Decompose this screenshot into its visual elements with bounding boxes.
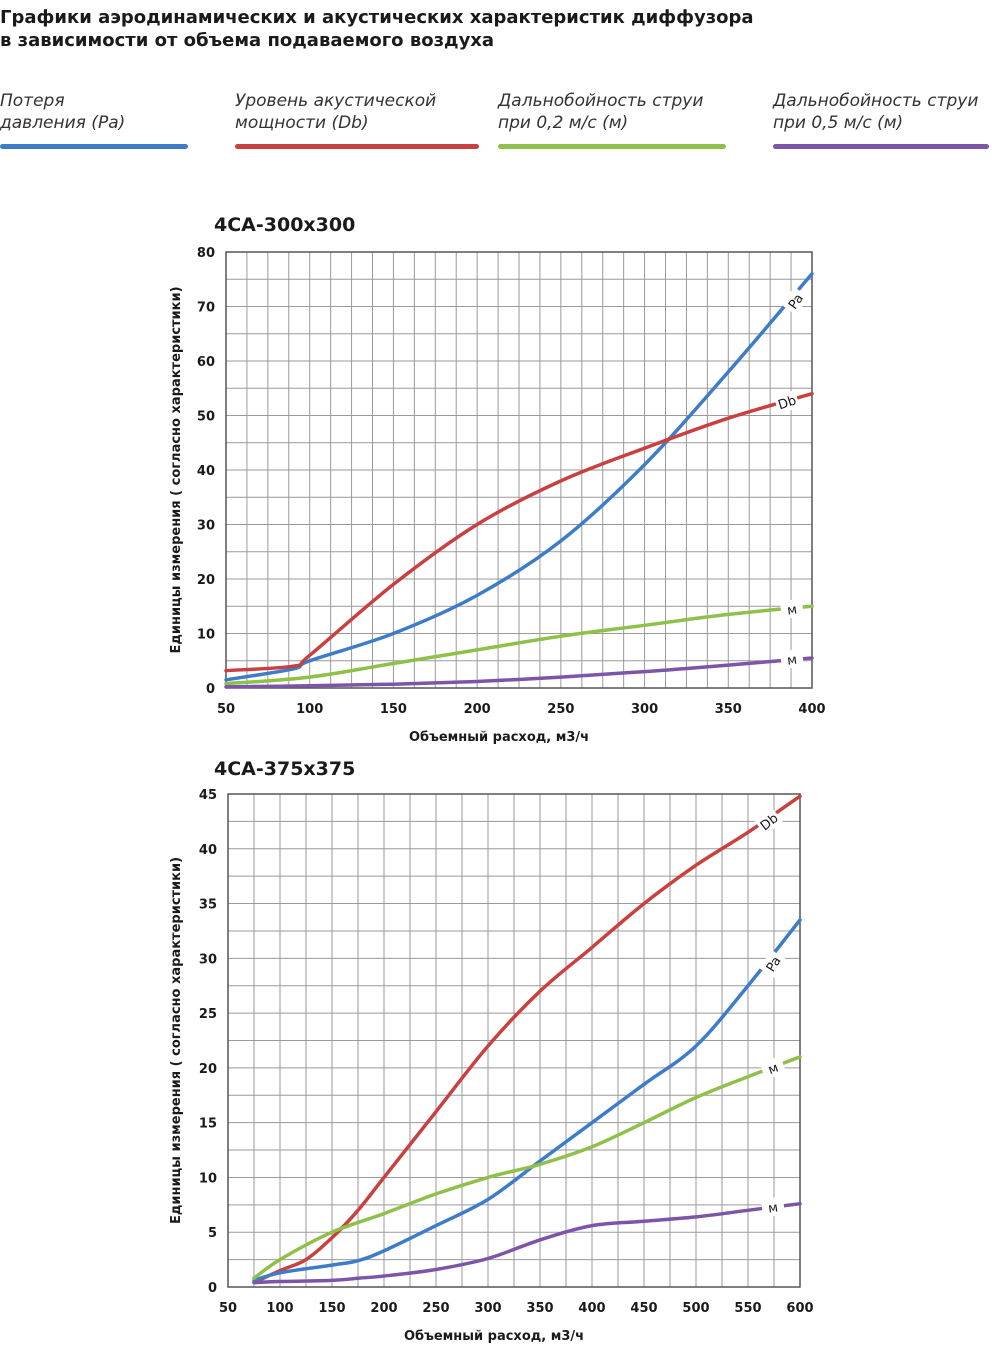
x-tick-label: 600	[786, 1301, 813, 1316]
series-line-2	[252, 1055, 802, 1280]
legend-label-line-2: давления (Pa)	[0, 113, 126, 133]
y-tick-label: 10	[197, 628, 215, 643]
legend-item-pressure: Потеря давления (Pa)	[0, 90, 188, 149]
legend-label-line-1: Дальнобойность струи	[498, 91, 704, 111]
series-label: Pa	[786, 291, 807, 312]
series-label: Pa	[764, 954, 785, 975]
series-label-bg	[781, 286, 809, 316]
series-line-1	[224, 391, 814, 673]
series-label: м	[786, 652, 798, 668]
series-label: м	[766, 1061, 780, 1078]
x-tick-label: 250	[422, 1301, 449, 1316]
x-tick-label: 200	[464, 702, 491, 717]
y-tick-label: 5	[208, 1226, 217, 1241]
chart-4ca-375: 50 100 150 200 250 300 350 400 450 500 550 600 0 5 10 1…	[169, 788, 814, 1344]
y-tick-label: 40	[197, 464, 215, 479]
page-title-line-1: Графики аэродинамических и акустических …	[0, 7, 754, 28]
legend-swatch-acoustic	[235, 144, 479, 149]
chart-2-title: 4CA-375x375	[214, 758, 356, 780]
series-label-bg	[779, 598, 805, 620]
page-title-line-2: в зависимости от объема подаваемого возд…	[0, 30, 495, 51]
y-tick-label: 80	[197, 246, 215, 261]
y-tick-label: 15	[199, 1117, 217, 1132]
y-tick-label: 30	[197, 519, 215, 534]
y-tick-label: 70	[197, 301, 215, 316]
x-tick-label: 550	[734, 1301, 761, 1316]
series-line-3	[252, 1201, 802, 1285]
y-tick-label: 20	[197, 573, 215, 588]
series-line-1	[252, 918, 802, 1283]
y-tick-label: 30	[199, 952, 217, 967]
series-line-0	[252, 794, 802, 1285]
chart-1-title: 4CA-300x300	[214, 214, 356, 236]
x-tick-label: 500	[682, 1301, 709, 1316]
y-tick-label: 20	[199, 1062, 217, 1077]
series-line-3	[224, 656, 814, 689]
plot-frame	[227, 793, 801, 1288]
legend-label-line-1: Уровень акустической	[235, 91, 437, 111]
y-tick-label: 45	[199, 788, 217, 803]
y-tick-label: 25	[199, 1007, 217, 1022]
series-label-bg	[773, 389, 801, 414]
series-label-bg	[759, 1055, 787, 1081]
y-tick-label: 35	[199, 898, 217, 913]
y-tick-label: 10	[199, 1171, 217, 1186]
series-label: Db	[776, 393, 798, 413]
x-tick-label: 100	[296, 702, 323, 717]
x-tick-label: 300	[631, 702, 658, 717]
chart-4ca-300: 50 100 150 200 250 300 350 400 0 10 20 30 40 50 60 70 80…	[169, 246, 826, 745]
legend-label-line-2: мощности (Db)	[235, 113, 369, 133]
y-tick-label: 0	[208, 1281, 217, 1296]
legend-swatch-pressure	[0, 144, 188, 149]
series-label-bg	[760, 1196, 786, 1218]
page-title: Графики аэродинамических и акустических …	[0, 6, 900, 52]
y-tick-label: 40	[199, 843, 217, 858]
x-tick-label: 200	[370, 1301, 397, 1316]
legend-label-line-1: Дальнобойность струи	[773, 91, 979, 111]
y-tick-label: 60	[197, 355, 215, 370]
series-line-2	[224, 604, 814, 686]
legend-label-line-1: Потеря	[0, 91, 65, 111]
legend-swatch-throw-05	[773, 144, 989, 149]
series-label-bg	[779, 648, 805, 670]
y-tick-label: 50	[197, 410, 215, 425]
x-axis-label: Объемный расход, м3/ч	[409, 730, 589, 745]
x-tick-label: 350	[715, 702, 742, 717]
legend-label-line-2: при 0,2 м/с (м)	[498, 113, 629, 133]
x-tick-label: 250	[547, 702, 574, 717]
y-axis-label: Единицы измерения ( согласно характерист…	[169, 857, 184, 1224]
legend-swatch-throw-02	[498, 144, 726, 149]
series-label: м	[786, 602, 798, 618]
x-tick-label: 150	[380, 702, 407, 717]
x-tick-label: 450	[630, 1301, 657, 1316]
legend-item-throw-02: Дальнобойность струи при 0,2 м/с (м)	[498, 90, 726, 149]
series-label-bg	[759, 949, 787, 978]
x-tick-label: 300	[474, 1301, 501, 1316]
legend-item-throw-05: Дальнобойность струи при 0,5 м/с (м)	[773, 90, 989, 149]
plot-frame	[225, 251, 813, 689]
x-axis-label: Объемный расход, м3/ч	[404, 1329, 584, 1344]
x-tick-label: 350	[526, 1301, 553, 1316]
series-label: м	[767, 1200, 779, 1216]
x-tick-label: 50	[219, 1301, 237, 1316]
legend-item-acoustic: Уровень акустической мощности (Db)	[235, 90, 479, 149]
y-axis-label: Единицы измерения ( согласно характерист…	[169, 286, 184, 653]
x-tick-label: 400	[578, 1301, 605, 1316]
x-tick-label: 50	[217, 702, 235, 717]
y-tick-label: 0	[206, 682, 215, 697]
x-tick-label: 150	[318, 1301, 345, 1316]
legend-label-line-2: при 0,5 м/с (м)	[773, 113, 904, 133]
x-tick-label: 400	[798, 702, 825, 717]
series-label-bg	[754, 807, 784, 836]
x-tick-label: 100	[266, 1301, 293, 1316]
